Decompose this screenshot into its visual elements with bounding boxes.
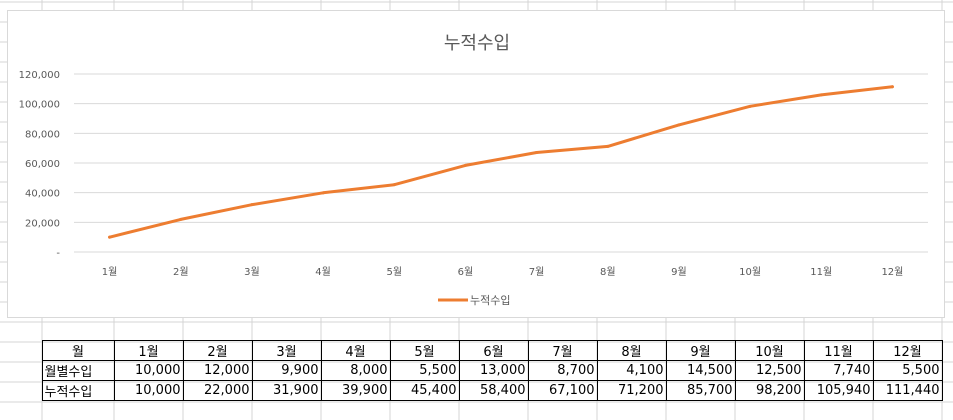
value-cell[interactable]: 12,000 [182,360,253,381]
x-tick-label: 11월 [810,266,832,278]
value-cell[interactable]: 4,100 [596,360,667,381]
header-label-cell[interactable]: 월 [41,340,115,361]
y-tick-label: 120,000 [19,70,60,81]
y-tick-label: 80,000 [25,129,60,140]
line-chart[interactable]: 누적수입 - 20,000 40,000 60,000 80,000 100,000 120… [7,10,945,318]
x-tick-label: 1월 [102,266,118,278]
x-tick-label: 12월 [881,266,903,278]
value-cell[interactable]: 14,500 [665,360,736,381]
x-tick-label: 5월 [386,266,402,278]
y-tick-label: 60,000 [25,159,60,170]
value-cell[interactable]: 98,200 [734,380,805,401]
data-point[interactable] [677,123,681,127]
data-point[interactable] [606,144,610,148]
x-tick-label: 6월 [458,266,474,278]
data-point[interactable] [179,217,183,221]
table-header-row: 월 1월 2월 3월 4월 5월 6월 7월 8월 9월 10월 11월 12월 [0,340,943,361]
y-axis-tick-labels: - 20,000 40,000 60,000 80,000 100,000 120,000 [19,70,61,259]
x-tick-label: 7월 [529,266,545,278]
value-cell[interactable]: 8,700 [527,360,598,381]
data-point[interactable] [108,235,112,239]
value-cell[interactable]: 71,200 [596,380,667,401]
month-header-cell[interactable]: 5월 [389,340,460,361]
value-cell[interactable]: 85,700 [665,380,736,401]
data-point[interactable] [321,191,325,195]
value-cell[interactable]: 5,500 [389,360,460,381]
series-group [108,85,894,239]
month-header-cell[interactable]: 6월 [458,340,529,361]
value-cell[interactable]: 111,440 [872,380,943,401]
month-header-cell[interactable]: 3월 [251,340,322,361]
table-row-cumulative: 누적수입 10,000 22,000 31,900 39,900 45,400 58,40… [0,380,943,401]
value-cell[interactable]: 39,900 [320,380,391,401]
value-cell[interactable]: 67,100 [527,380,598,401]
y-tick-label: 100,000 [19,100,60,111]
data-point[interactable] [819,93,823,97]
value-cell[interactable]: 31,900 [251,380,322,401]
value-cell[interactable]: 10,000 [113,380,184,401]
x-tick-label: 9월 [671,266,687,278]
month-header-cell[interactable]: 8월 [596,340,667,361]
data-point[interactable] [748,104,752,108]
x-tick-label: 8월 [600,266,616,278]
y-tick-label: 20,000 [25,218,60,229]
month-header-cell[interactable]: 4월 [320,340,391,361]
x-tick-label: 10월 [739,266,761,278]
data-table: 월 1월 2월 3월 4월 5월 6월 7월 8월 9월 10월 11월 12월 월별수입 10,00… [0,340,943,401]
value-cell[interactable]: 105,940 [803,380,874,401]
y-tick-label: - [56,248,60,259]
value-cell[interactable]: 12,500 [734,360,805,381]
chart-title: 누적수입 [444,33,510,54]
gridlines [74,73,928,253]
row-label-cell[interactable]: 누적수입 [41,380,115,401]
month-header-cell[interactable]: 12월 [872,340,943,361]
data-point[interactable] [392,183,396,187]
x-tick-label: 4월 [315,266,331,278]
value-cell[interactable]: 45,400 [389,380,460,401]
chart-canvas: 누적수입 - 20,000 40,000 60,000 80,000 100,000 120… [19,33,928,307]
legend-label: 누적수입 [470,294,510,307]
data-point[interactable] [535,150,539,154]
data-point[interactable] [890,85,894,89]
value-cell[interactable]: 13,000 [458,360,529,381]
month-header-cell[interactable]: 7월 [527,340,598,361]
month-header-cell[interactable]: 11월 [803,340,874,361]
row-label-cell[interactable]: 월별수입 [41,360,115,381]
month-header-cell[interactable]: 10월 [734,340,805,361]
data-point[interactable] [250,203,254,207]
x-tick-label: 3월 [244,266,260,278]
chart-legend: 누적수입 [438,294,510,307]
month-header-cell[interactable]: 9월 [665,340,736,361]
value-cell[interactable]: 22,000 [182,380,253,401]
value-cell[interactable]: 7,740 [803,360,874,381]
value-cell[interactable]: 5,500 [872,360,943,381]
month-header-cell[interactable]: 1월 [113,340,184,361]
series-line[interactable] [108,85,894,239]
table-row-monthly: 월별수입 10,000 12,000 9,900 8,000 5,500 13,000 8,… [0,360,943,381]
data-point[interactable] [463,163,467,167]
x-axis-tick-labels: 1월 2월 3월 4월 5월 6월 7월 8월 9월 10월 11월 12월 [102,266,904,278]
month-header-cell[interactable]: 2월 [182,340,253,361]
value-cell[interactable]: 9,900 [251,360,322,381]
y-tick-label: 40,000 [25,189,60,200]
value-cell[interactable]: 10,000 [113,360,184,381]
value-cell[interactable]: 58,400 [458,380,529,401]
x-tick-label: 2월 [173,266,189,278]
value-cell[interactable]: 8,000 [320,360,391,381]
